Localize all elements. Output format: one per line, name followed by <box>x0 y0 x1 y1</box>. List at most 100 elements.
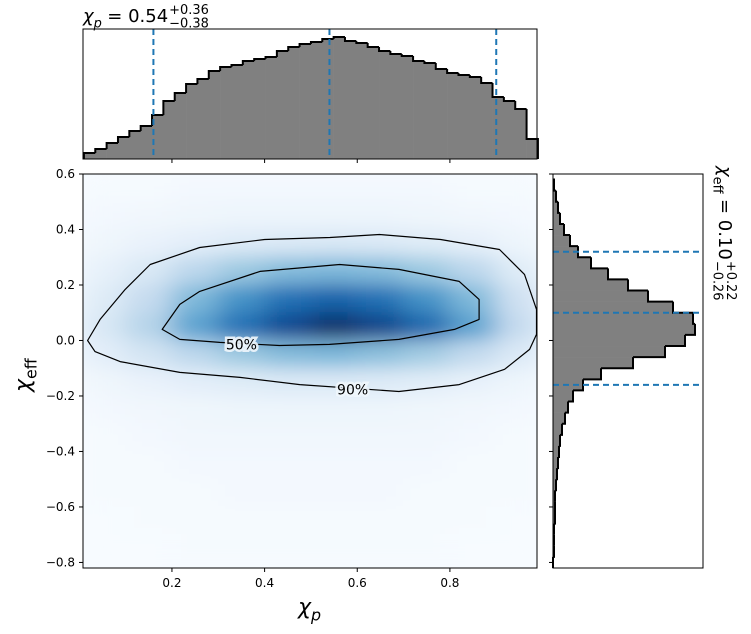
density-cell <box>171 174 219 203</box>
density-cell <box>171 450 219 480</box>
density-cell <box>264 284 312 314</box>
hist-bar <box>553 401 568 413</box>
hist-bar <box>553 290 648 302</box>
density-cell <box>83 367 127 397</box>
hist-bar <box>299 44 312 159</box>
density-cell <box>264 478 312 508</box>
label-upper: +0.22 <box>723 261 738 301</box>
density-cell <box>403 312 451 341</box>
x-tick-label: 0.8 <box>440 576 459 590</box>
density-cell <box>495 478 537 508</box>
density-cell <box>83 256 127 286</box>
density-cell <box>264 174 312 203</box>
density-cell <box>217 478 266 508</box>
hist-step <box>565 401 569 414</box>
density-cell <box>217 423 266 452</box>
density-cell <box>264 395 312 425</box>
density-cell <box>449 284 497 314</box>
hist-step <box>569 235 578 248</box>
hist-bar <box>553 468 557 480</box>
hist-bar <box>83 153 96 159</box>
hist-bar <box>356 43 368 159</box>
hist-bar <box>553 368 601 380</box>
density-cell <box>495 312 537 341</box>
density-cell <box>83 174 127 203</box>
hist-bar <box>208 71 221 159</box>
hist-step <box>568 390 574 403</box>
density-cell <box>217 395 266 425</box>
density-cell <box>217 367 266 397</box>
density-cell <box>403 450 451 480</box>
hist-step <box>298 43 311 47</box>
density-cell <box>83 201 127 230</box>
density-cell <box>171 228 219 258</box>
hist-step <box>557 457 559 470</box>
hist-bar <box>265 57 278 159</box>
density-cell <box>217 201 266 230</box>
density-cell <box>495 201 537 230</box>
label-symbol: χ <box>297 595 312 620</box>
density-cell <box>449 534 497 563</box>
density-cell <box>403 534 451 563</box>
hist-bar <box>231 65 244 159</box>
density-cell <box>125 312 173 341</box>
hist-bar <box>553 212 560 225</box>
density-cell <box>217 312 266 341</box>
hist-step <box>607 268 628 281</box>
hist-bar <box>553 445 559 458</box>
density-cell <box>217 450 266 480</box>
hist-step <box>412 56 425 62</box>
density-cell <box>495 534 537 563</box>
hist-step <box>560 423 563 436</box>
hist-bar <box>553 323 695 336</box>
density-cell <box>83 506 127 536</box>
label-lower: −0.26 <box>710 261 725 301</box>
hist-step <box>219 66 232 71</box>
hist-step <box>559 212 564 225</box>
hist-step <box>590 257 608 270</box>
top-hist-frame <box>82 28 538 160</box>
label-symbol: χ <box>11 378 36 393</box>
density-cell <box>125 534 173 563</box>
hist-bar <box>553 423 562 436</box>
density-cell <box>264 228 312 258</box>
hist-bar <box>469 77 482 159</box>
hist-bar <box>553 190 556 203</box>
density-cell <box>449 450 497 480</box>
density-cell <box>356 506 405 536</box>
density-cell <box>264 506 312 536</box>
hist-bar <box>447 73 459 159</box>
density-cell <box>356 423 405 452</box>
density-cell <box>403 395 451 425</box>
hist-step <box>378 47 391 52</box>
hist-step <box>555 190 558 203</box>
density-cell <box>356 201 405 230</box>
hist-bar <box>553 457 558 469</box>
hist-bar <box>242 61 255 159</box>
hist-bar <box>140 126 153 159</box>
hist-step <box>525 109 539 159</box>
density-cell <box>356 312 405 341</box>
hist-bar <box>95 149 107 159</box>
density-cell <box>264 423 312 452</box>
density-cell <box>310 450 358 480</box>
density-cell <box>403 367 451 397</box>
density-cell <box>403 339 451 369</box>
density-cell <box>495 423 537 452</box>
label-symbol: χ <box>82 6 95 27</box>
y-tick-label: 0.6 <box>56 167 75 181</box>
hist-bar <box>526 139 539 159</box>
hist-bar <box>106 143 119 159</box>
hist-step <box>275 50 289 57</box>
y-tick-label: −0.8 <box>46 555 75 569</box>
density-cell <box>356 534 405 563</box>
hist-step <box>264 56 277 59</box>
density-cell <box>171 395 219 425</box>
density-cell <box>449 423 497 452</box>
density-cell <box>171 201 219 230</box>
hist-bar <box>503 101 516 159</box>
hist-step <box>309 41 323 44</box>
density-cell <box>171 478 219 508</box>
